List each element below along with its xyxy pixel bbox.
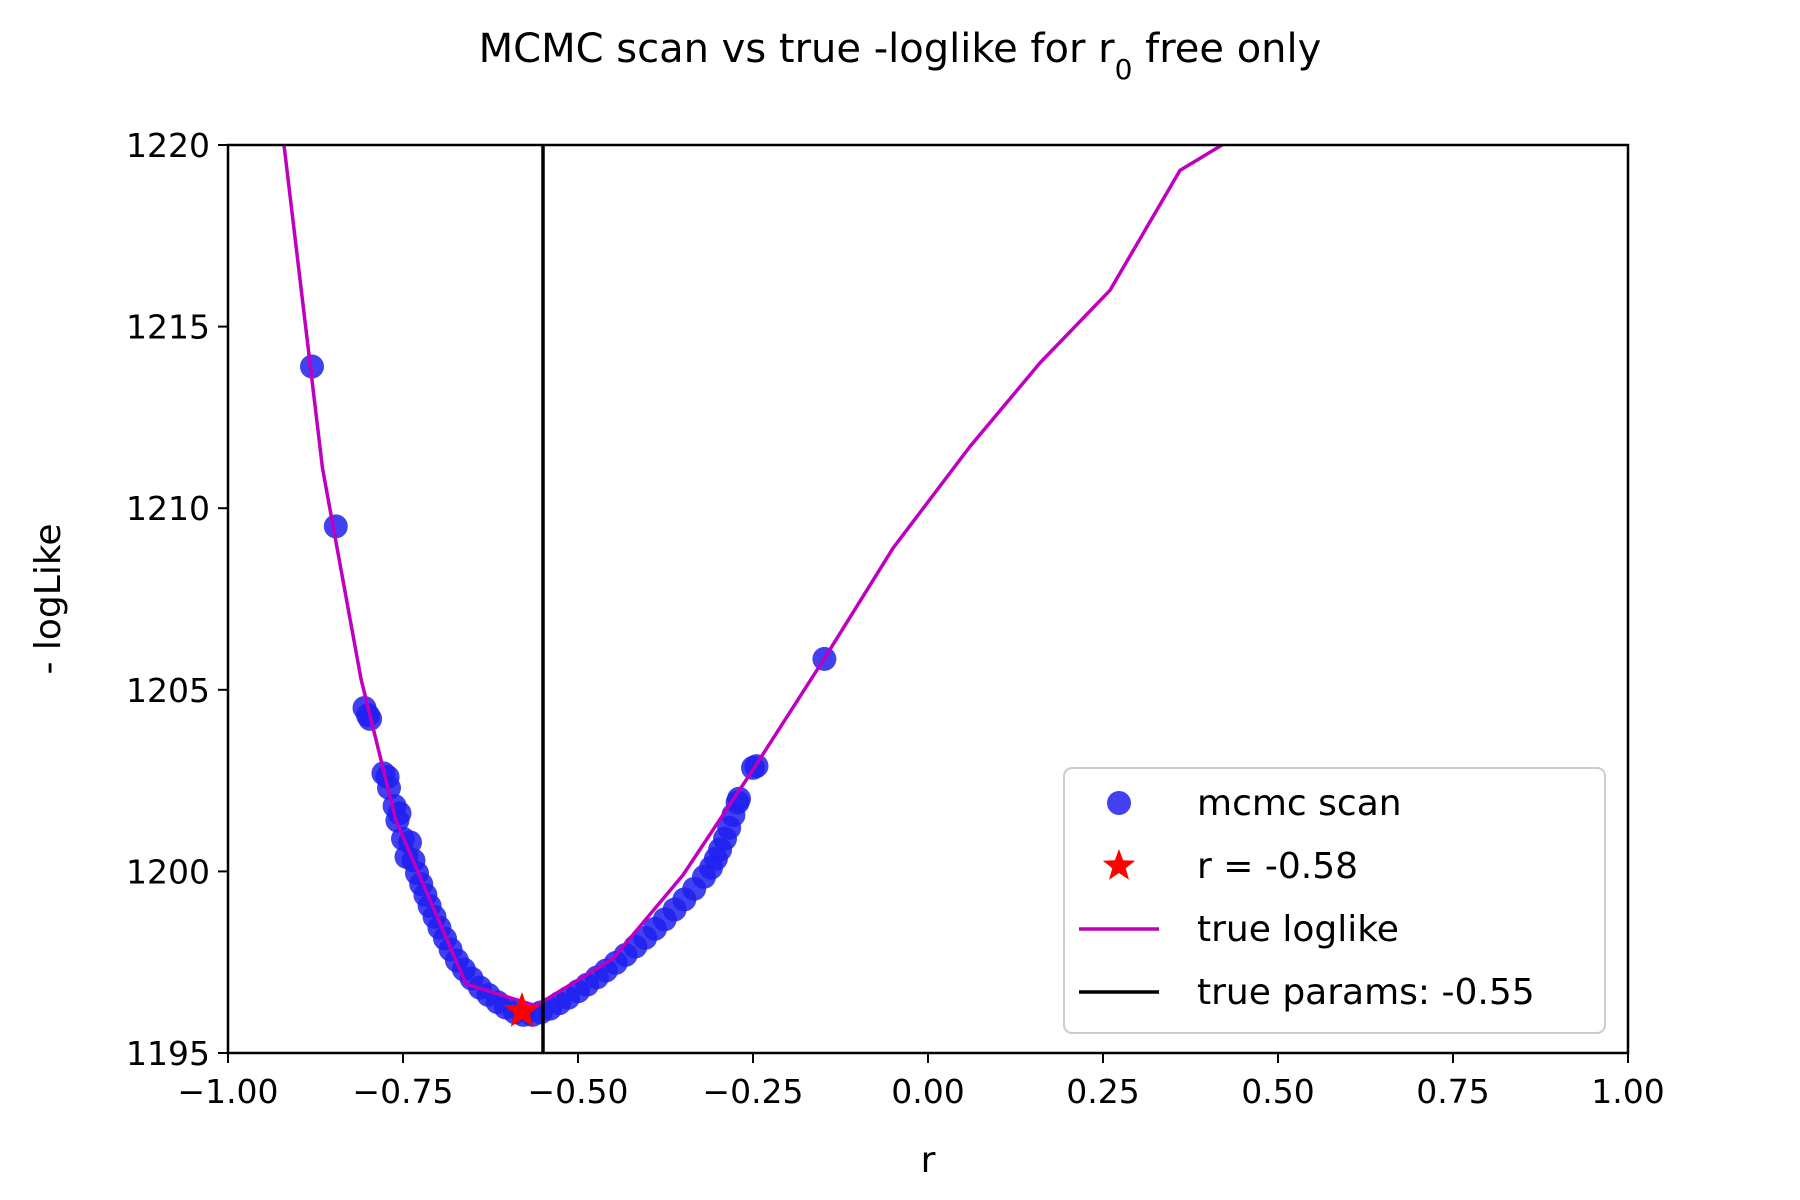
x-axis-label: r bbox=[921, 1140, 936, 1181]
legend-marker-scatter bbox=[1107, 791, 1131, 815]
true-loglike-line bbox=[282, 145, 1223, 1008]
y-axis: 1195 1200 1205 1210 1215 1220 bbox=[126, 126, 228, 1073]
x-tick-label: 1.00 bbox=[1591, 1072, 1664, 1111]
chart-title: MCMC scan vs true -loglike for r0 free o… bbox=[479, 26, 1322, 86]
title-subscript: 0 bbox=[1115, 53, 1133, 86]
y-tick-label: 1200 bbox=[126, 852, 210, 891]
legend-label: true loglike bbox=[1197, 909, 1399, 950]
x-tick-label: −0.25 bbox=[702, 1072, 803, 1111]
legend-label: mcmc scan bbox=[1197, 783, 1402, 824]
x-axis: −1.00 −0.75 −0.50 −0.25 0.00 0.25 0.50 0.75 1.00 bbox=[177, 1053, 1665, 1111]
legend-label: r = -0.58 bbox=[1197, 846, 1358, 887]
legend-item: mcmc scan bbox=[1107, 783, 1402, 824]
legend-item: true loglike bbox=[1079, 909, 1399, 950]
x-tick-label: 0.25 bbox=[1066, 1072, 1139, 1111]
x-tick-label: 0.00 bbox=[891, 1072, 964, 1111]
x-tick-label: −0.75 bbox=[352, 1072, 453, 1111]
y-axis-label: - logLike bbox=[28, 523, 69, 674]
y-tick-label: 1195 bbox=[126, 1034, 210, 1073]
plot-area bbox=[282, 145, 1223, 1053]
legend-marker-star bbox=[1102, 849, 1136, 880]
legend-label: true params: -0.55 bbox=[1197, 972, 1535, 1013]
y-tick-label: 1220 bbox=[126, 126, 210, 165]
scatter-point bbox=[727, 786, 751, 811]
title-main: MCMC scan vs true -loglike for r bbox=[479, 26, 1115, 72]
scatter-point bbox=[323, 514, 348, 539]
x-tick-label: 0.50 bbox=[1241, 1072, 1314, 1111]
x-tick-label: −1.00 bbox=[177, 1072, 278, 1111]
legend-item: r = -0.58 bbox=[1102, 846, 1358, 887]
y-tick-label: 1210 bbox=[126, 489, 210, 528]
title-suffix: free only bbox=[1132, 26, 1321, 72]
y-tick-label: 1205 bbox=[126, 671, 210, 710]
best-fit-star bbox=[503, 991, 541, 1027]
legend: mcmc scan r = -0.58 true loglike true param… bbox=[1063, 767, 1606, 1034]
x-tick-label: 0.75 bbox=[1416, 1072, 1489, 1111]
y-tick-label: 1215 bbox=[126, 308, 210, 347]
x-tick-label: −0.50 bbox=[527, 1072, 628, 1111]
legend-item: true params: -0.55 bbox=[1079, 972, 1535, 1013]
legend-frame bbox=[1063, 767, 1606, 1034]
